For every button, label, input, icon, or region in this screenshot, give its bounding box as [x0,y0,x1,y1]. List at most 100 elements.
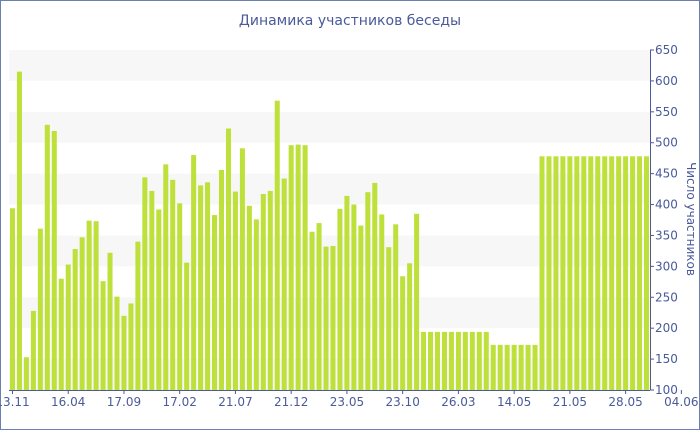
bar [637,156,643,390]
bar [149,190,155,390]
bar [351,204,357,390]
x-tick-label: 26.03 [441,395,475,409]
bar [260,194,266,390]
bar [393,224,399,390]
bar [107,252,113,390]
bar [602,156,608,390]
x-tick-label: 13.11 [0,395,30,409]
axes [9,50,651,391]
bar [191,155,197,390]
bar [379,214,385,390]
x-tick-label: 17.09 [107,395,141,409]
bar [518,344,524,390]
bar [23,357,29,390]
y-axis-label: Число участников [684,162,698,276]
bar [448,331,454,390]
bar [142,177,148,390]
grid-band [9,111,650,143]
x-tick-label: 21.07 [218,395,252,409]
bar [330,245,336,390]
bar [281,178,287,390]
y-tick-label: 200 [655,321,678,335]
x-tick-labels: 13.11 16.04 17.09 17.02 21.07 21.12 23.05 23.10… [0,390,699,409]
y-tick-label: 150 [655,352,678,366]
bar [428,331,434,390]
bar [630,156,636,390]
bar [434,331,441,390]
bar [358,225,364,390]
bar [205,182,211,390]
bar [309,231,315,390]
bar [218,169,225,390]
bar [323,246,329,390]
y-tick-label: 350 [655,228,678,242]
bar [37,228,43,390]
bar [553,156,559,390]
bar [288,145,294,390]
bar [198,185,204,390]
y-tick-label: 550 [655,105,678,119]
y-tick-label: 400 [655,198,678,212]
bar [581,156,587,390]
x-tick-label: 21.12 [274,395,308,409]
bar [483,331,489,390]
bar [184,262,190,390]
bar [497,344,503,390]
bar [86,220,92,390]
grid-band [9,50,650,81]
bar [72,249,78,390]
bar [421,331,427,390]
bar [567,156,573,390]
bar [128,303,134,390]
bar [316,223,322,390]
bar [588,156,594,390]
bar [177,203,183,390]
y-tick-label: 500 [655,136,678,150]
bar [644,156,650,390]
x-tick-label: 16.04 [51,395,85,409]
bar [65,264,71,390]
x-tick-label: 23.05 [330,395,364,409]
bar [163,164,169,390]
x-tick-label: 17.02 [163,395,197,409]
bar [414,213,420,390]
bar [16,71,22,391]
bar [156,209,162,390]
y-tick-label: 600 [655,74,678,88]
bar [476,331,482,390]
bar [609,156,615,390]
y-tick-label: 100 [655,383,678,397]
x-tick-label: 23.10 [385,395,419,409]
bar-series [9,71,650,391]
bar [30,310,36,390]
y-tick-label: 650 [655,43,678,57]
bar [58,278,64,390]
bar [295,144,301,390]
bar [9,208,15,390]
bar [100,281,106,390]
bar [407,263,413,390]
y-tick-labels: 100 150 200 250 300 350 400 450 500 550 600 650 [650,43,678,397]
bar [525,344,531,390]
bar [560,156,566,390]
bar [595,156,601,390]
bar [400,276,406,390]
bar [441,331,447,390]
bar [504,344,510,390]
chart-title: Динамика участников беседы [238,13,462,29]
bar [511,344,517,390]
bar [225,128,231,390]
bar [239,148,245,390]
bar [114,296,120,390]
bar [616,156,622,390]
y-tick-label: 450 [655,167,678,181]
bar [455,331,461,390]
bar [79,237,85,390]
bar [462,331,468,390]
bar [386,247,392,390]
bar [337,208,343,390]
bar [232,191,238,390]
bar [135,241,141,390]
bar [267,190,273,390]
